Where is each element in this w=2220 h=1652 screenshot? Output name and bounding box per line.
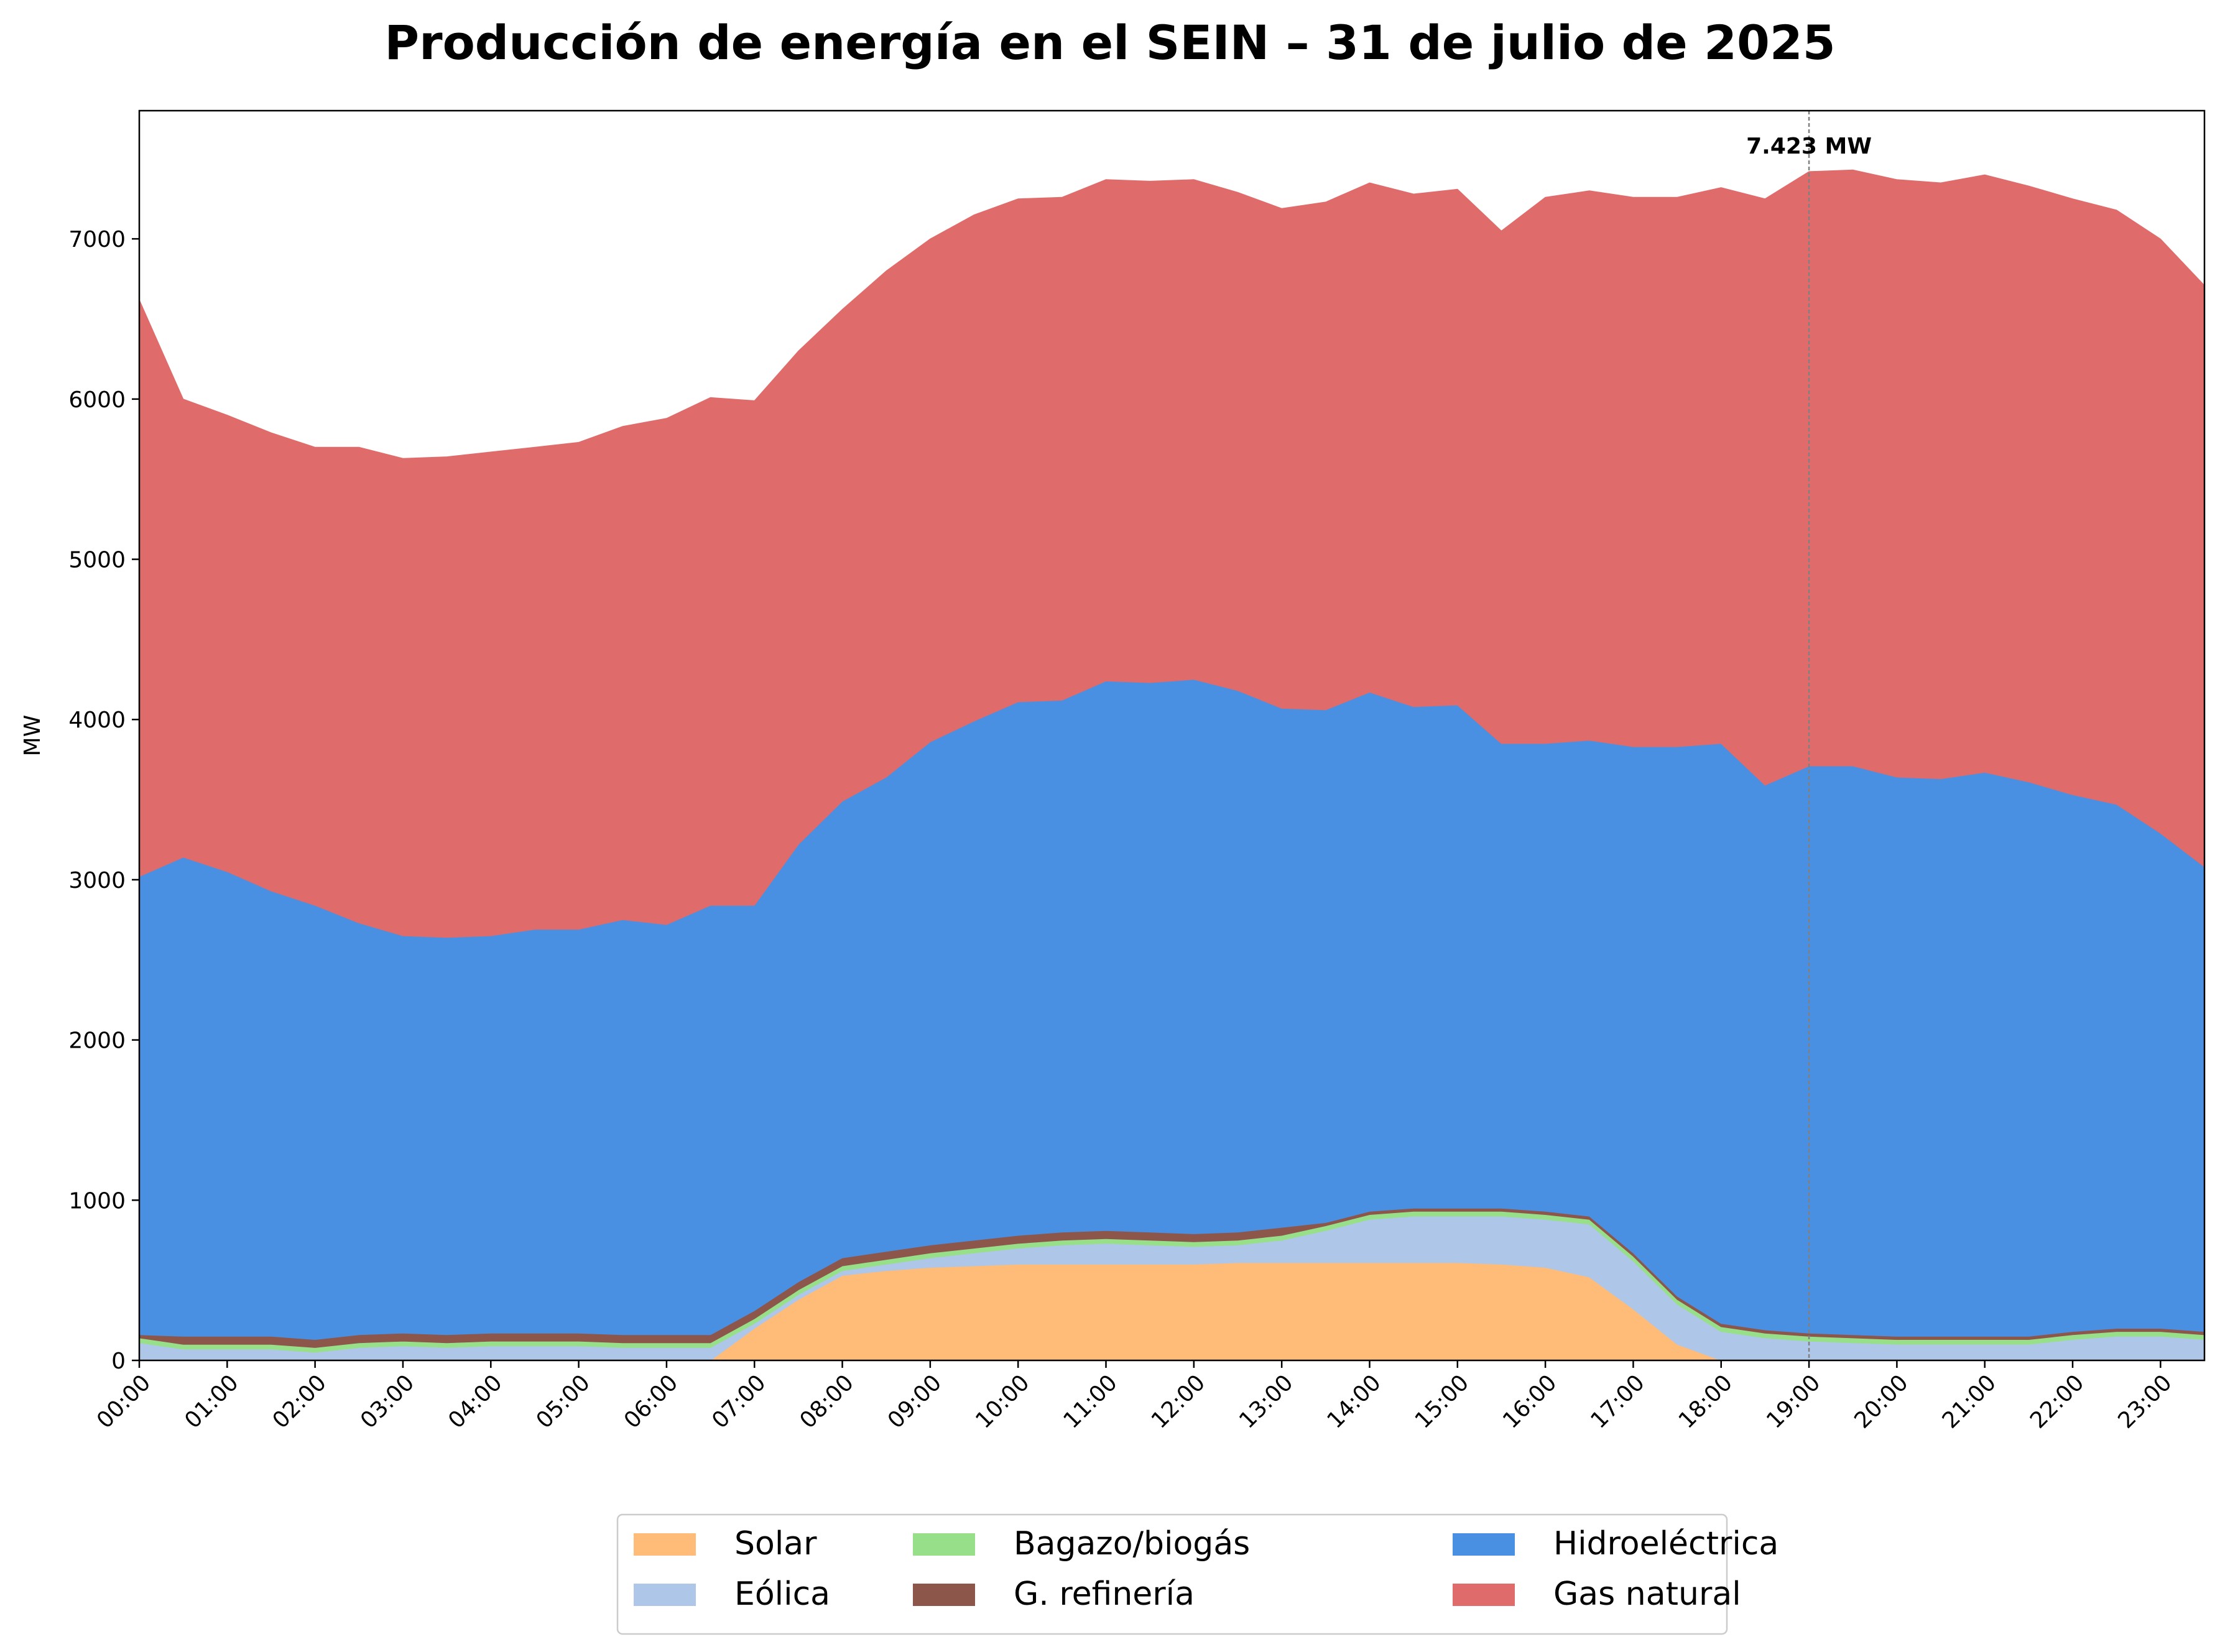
x-tick-label: 12:00 bbox=[1147, 1370, 1210, 1433]
legend-label: Bagazo/biogás bbox=[1014, 1525, 1250, 1562]
y-tick-label: 0 bbox=[111, 1349, 126, 1374]
x-tick-label: 08:00 bbox=[795, 1370, 859, 1433]
legend-box bbox=[616, 1513, 1728, 1635]
legend-item-g-refineria: G. refinería bbox=[913, 1576, 1195, 1613]
x-tick-label: 18:00 bbox=[1674, 1370, 1737, 1433]
legend-swatch bbox=[634, 1533, 696, 1556]
x-tick-label: 02:00 bbox=[268, 1370, 331, 1433]
y-tick-label: 7000 bbox=[68, 227, 126, 252]
x-tick-label: 19:00 bbox=[1762, 1370, 1825, 1433]
legend-label: Gas natural bbox=[1553, 1576, 1741, 1613]
legend-swatch bbox=[913, 1584, 975, 1606]
legend-swatch bbox=[1453, 1584, 1515, 1606]
legend-item-hidroelectrica: Hidroeléctrica bbox=[1453, 1525, 1778, 1562]
legend-item-gas-natural: Gas natural bbox=[1453, 1576, 1741, 1613]
y-axis-label: MW bbox=[20, 715, 45, 757]
x-tick-label: 00:00 bbox=[92, 1370, 155, 1433]
x-tick-label: 05:00 bbox=[532, 1370, 595, 1433]
legend-swatch bbox=[1453, 1533, 1515, 1556]
x-tick-label: 10:00 bbox=[971, 1370, 1034, 1433]
x-tick-label: 16:00 bbox=[1498, 1370, 1561, 1433]
legend-label: Solar bbox=[734, 1525, 817, 1562]
legend-label: Hidroeléctrica bbox=[1553, 1525, 1778, 1562]
legend: Solar Eólica Bagazo/biogás G. refinería Hidr… bbox=[616, 1513, 1778, 1635]
y-axis: 0 1000 2000 3000 4000 5000 6000 7000 bbox=[68, 227, 139, 1374]
y-tick-label: 1000 bbox=[68, 1188, 126, 1214]
y-tick-label: 5000 bbox=[68, 548, 126, 573]
x-tick-label: 22:00 bbox=[2025, 1370, 2089, 1433]
annotation-group: 7.423 MW bbox=[1746, 111, 1872, 1360]
legend-label: Eólica bbox=[734, 1576, 830, 1613]
y-tick-label: 3000 bbox=[68, 868, 126, 893]
x-tick-label: 11:00 bbox=[1059, 1370, 1122, 1433]
legend-item-solar: Solar bbox=[634, 1525, 817, 1562]
x-tick-label: 23:00 bbox=[2113, 1370, 2176, 1433]
annotation-label: 7.423 MW bbox=[1746, 134, 1872, 159]
legend-item-eolica: Eólica bbox=[634, 1576, 830, 1613]
x-tick-label: 15:00 bbox=[1410, 1370, 1474, 1433]
x-tick-label: 14:00 bbox=[1322, 1370, 1385, 1433]
x-tick-label: 20:00 bbox=[1849, 1370, 1913, 1433]
x-tick-label: 01:00 bbox=[180, 1370, 243, 1433]
x-axis: 00:00 01:00 02:00 03:00 04:00 05:00 06:00 07:00… bbox=[92, 1360, 2177, 1434]
legend-swatch bbox=[634, 1584, 696, 1606]
y-tick-label: 6000 bbox=[68, 387, 126, 413]
y-tick-label: 2000 bbox=[68, 1028, 126, 1054]
x-tick-label: 21:00 bbox=[1938, 1370, 2001, 1433]
legend-swatch bbox=[913, 1533, 975, 1556]
x-tick-label: 03:00 bbox=[356, 1370, 419, 1433]
x-tick-label: 13:00 bbox=[1234, 1370, 1298, 1433]
x-tick-label: 17:00 bbox=[1586, 1370, 1649, 1433]
legend-item-bagazo-biogas: Bagazo/biogás bbox=[913, 1525, 1250, 1562]
x-tick-label: 09:00 bbox=[883, 1370, 946, 1433]
y-tick-label: 4000 bbox=[68, 708, 126, 733]
plot-frame bbox=[138, 109, 2206, 1362]
x-tick-label: 04:00 bbox=[443, 1370, 507, 1433]
area-series-group bbox=[139, 169, 2205, 1361]
x-tick-label: 06:00 bbox=[619, 1370, 683, 1433]
x-tick-label: 07:00 bbox=[707, 1370, 770, 1433]
chart-title: Producción de energía en el SEIN – 31 de… bbox=[384, 15, 1835, 70]
legend-label: G. refinería bbox=[1014, 1576, 1195, 1613]
